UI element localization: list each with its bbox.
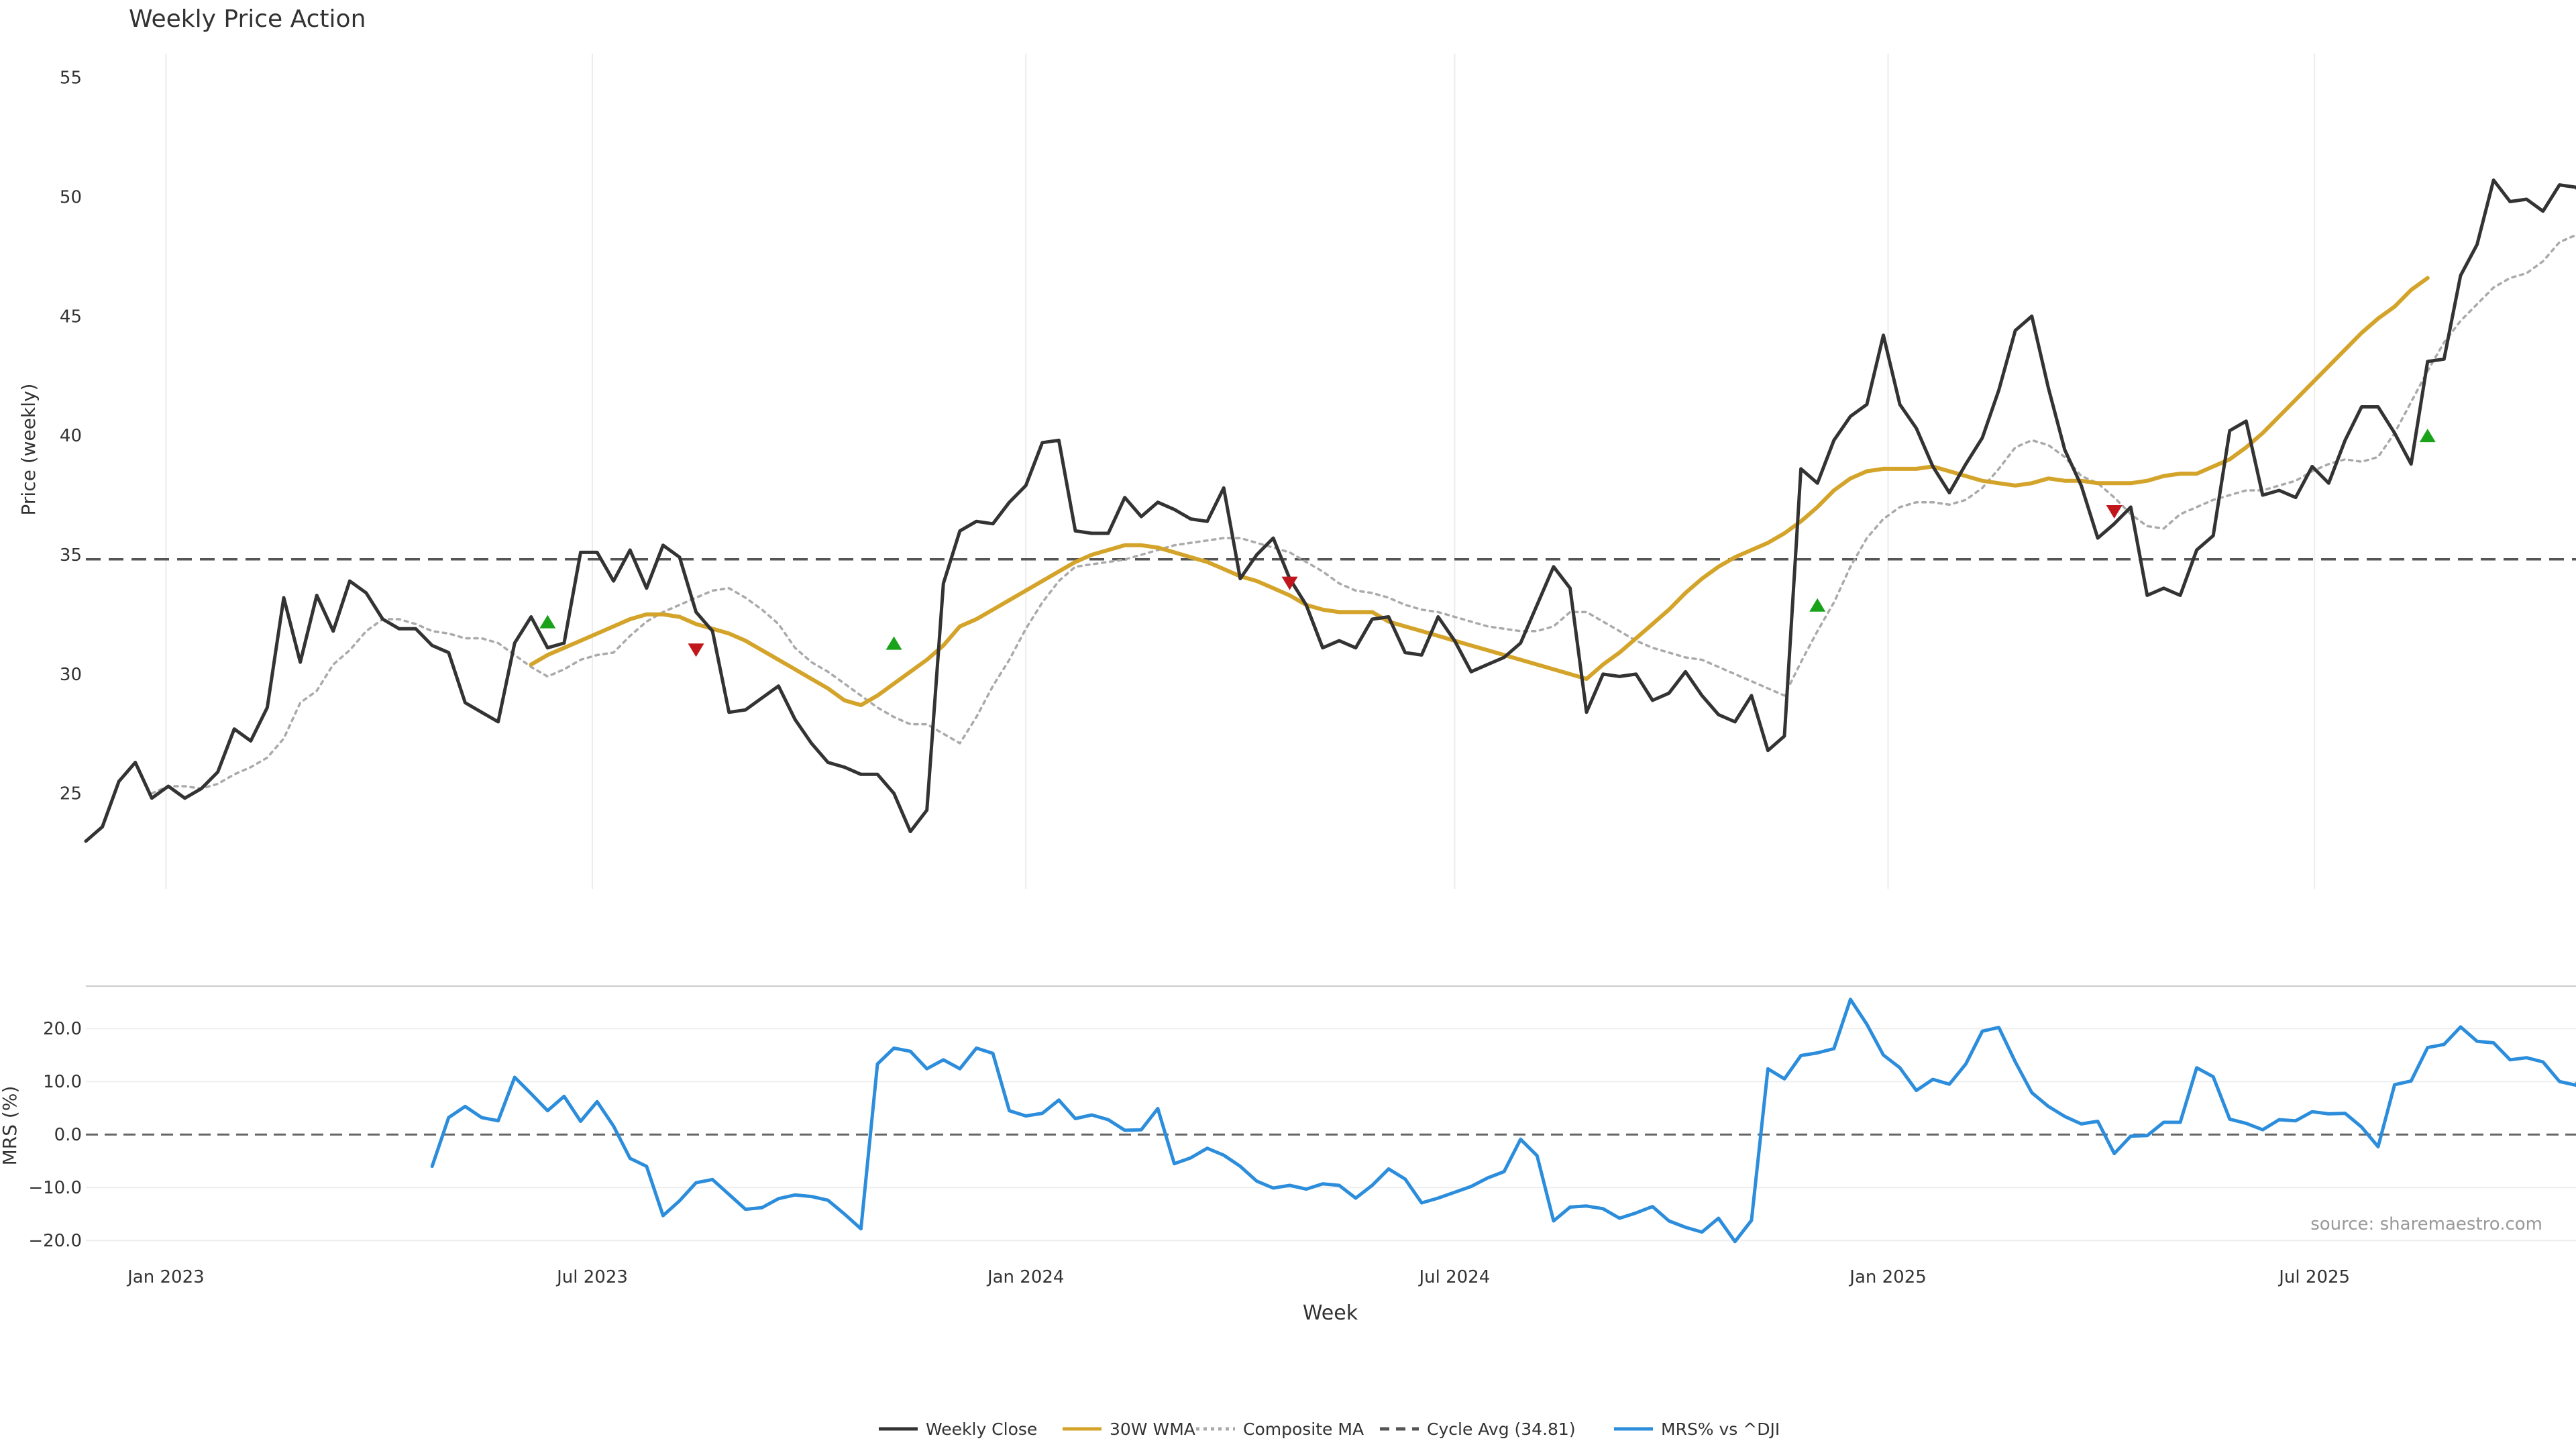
mrs-y-tick-label: −10.0: [28, 1178, 82, 1198]
buy-signal-marker: [885, 636, 902, 650]
x-tick-label: Jul 2024: [1417, 1267, 1490, 1287]
axis-labels: Jan 2023 Jul 2023 Jan 2024 Jul 2024 Jan 2025…: [28, 68, 2350, 1287]
price-y-tick-label: 40: [60, 426, 82, 446]
legend-item: Weekly Close: [879, 1419, 1037, 1439]
legend-item: MRS% vs ^DJI: [1614, 1419, 1780, 1439]
price-y-tick-label: 50: [60, 187, 82, 207]
legend-label: 30W WMA: [1110, 1419, 1195, 1439]
mrs-series-group: [430, 998, 2576, 1244]
price-y-tick-label: 30: [60, 665, 82, 685]
legend-label: MRS% vs ^DJI: [1661, 1419, 1780, 1439]
legend-label: Cycle Avg (34.81): [1427, 1419, 1576, 1439]
price-y-tick-label: 25: [60, 784, 82, 804]
price-series-group: [84, 178, 2576, 843]
legend-item: Cycle Avg (34.81): [1380, 1419, 1576, 1439]
mrs-axis-label: MRS (%): [0, 1086, 21, 1166]
price-y-tick-label: 55: [60, 68, 82, 89]
mrs-gridlines: [86, 985, 2576, 1242]
sell-signal-marker: [688, 643, 704, 657]
price-y-tick-label: 35: [60, 545, 82, 566]
source-credit: source: sharemaestro.com: [2310, 1214, 2542, 1234]
mrs-y-tick-label: −20.0: [28, 1231, 82, 1251]
chart-legend: Weekly Close 30W WMA Composite MA Cycle Avg…: [879, 1419, 1780, 1439]
sell-signal-marker: [1281, 576, 1298, 590]
series-line-composite-ma: [150, 233, 2576, 795]
chart-title: Weekly Price Action: [129, 5, 366, 33]
x-tick-label: Jul 2025: [2277, 1267, 2350, 1287]
mrs-y-tick-label: 0.0: [54, 1125, 82, 1145]
series-line-30w-wma: [529, 276, 2430, 708]
price-axis-label: Price (weekly): [17, 384, 40, 516]
x-tick-label: Jan 2024: [986, 1267, 1065, 1287]
x-tick-label: Jan 2025: [1848, 1267, 1927, 1287]
buy-signal-marker: [539, 614, 556, 629]
legend-label: Weekly Close: [926, 1419, 1037, 1439]
x-tick-label: Jan 2023: [126, 1267, 205, 1287]
x-axis-label: Week: [1303, 1301, 1358, 1325]
series-line-weekly-close: [84, 178, 2576, 843]
mrs-y-tick-label: 20.0: [43, 1019, 82, 1039]
buy-signal-marker: [2419, 429, 2436, 443]
legend-item: 30W WMA: [1063, 1419, 1195, 1439]
legend-label: Composite MA: [1243, 1419, 1364, 1439]
legend-item: Composite MA: [1196, 1419, 1364, 1439]
buy-signal-marker: [1809, 598, 1826, 612]
mrs-y-tick-label: 10.0: [43, 1072, 82, 1092]
price-y-tick-label: 45: [60, 307, 82, 327]
sell-signal-marker: [2106, 504, 2123, 519]
x-tick-label: Jul 2023: [555, 1267, 628, 1287]
series-line-mrs-vs-dji: [430, 998, 2576, 1244]
